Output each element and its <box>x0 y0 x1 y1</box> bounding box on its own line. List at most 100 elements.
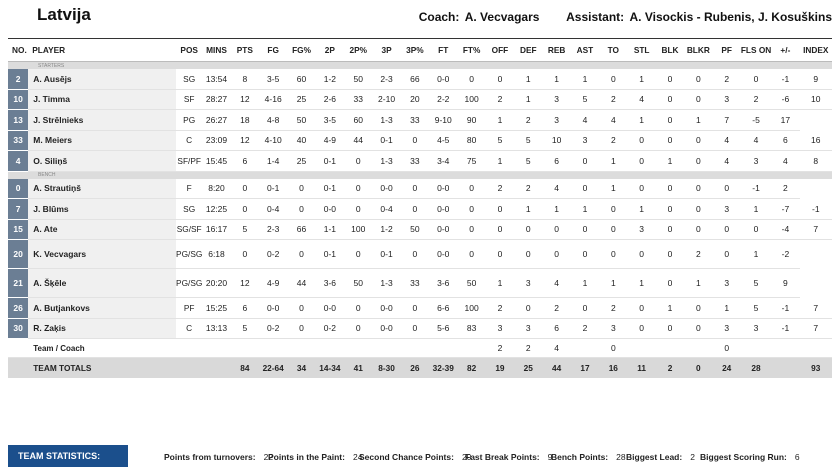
player-name[interactable]: A. Šķēle <box>28 268 177 298</box>
stat-cell: 1 <box>599 150 628 172</box>
player-row[interactable]: 7 J. Blūms SG 12:25 0 0-4 0 0-0 0 0-4 0 0-0 0 0 1 1 1 0 1 0… <box>8 198 832 220</box>
stat-cell: 50 <box>344 268 373 298</box>
player-row[interactable]: 4 O. Siliņš SF/PF 15:45 6 1-4 25 0-1 0 1-3 33 3-4 75… <box>8 150 832 172</box>
player-name[interactable]: J. Timma <box>28 89 177 110</box>
stat-cell: 1 <box>570 198 600 220</box>
stat-cell <box>799 338 832 358</box>
player-name[interactable]: M. Meiers <box>28 130 177 151</box>
player-name[interactable]: A. Ausējs <box>28 69 177 90</box>
player-row[interactable]: 10 J. Timma SF 28:27 12 4-16 25 2-6 33 2-10 20 2-2 1… <box>8 89 832 110</box>
total-cell: 22-64 <box>259 357 288 378</box>
player-name[interactable]: A. Ate <box>28 219 177 240</box>
stat-cell: 7 <box>712 109 741 131</box>
column-header[interactable]: PLAYER <box>28 38 177 62</box>
column-header[interactable]: +/- <box>771 38 800 62</box>
stat-cell: 0 <box>655 268 685 298</box>
player-name[interactable]: J. Blūms <box>28 198 177 220</box>
column-header[interactable]: FLS ON <box>740 38 772 62</box>
stat-cell: 0 <box>684 69 713 90</box>
stat-cell: 9 <box>799 69 832 90</box>
column-header[interactable]: FT <box>429 38 458 62</box>
column-header[interactable]: AST <box>570 38 600 62</box>
stat-cell: 33 <box>400 150 430 172</box>
column-header[interactable]: FT% <box>457 38 486 62</box>
stat-cell: 0 <box>599 219 628 240</box>
column-header[interactable]: 3P% <box>400 38 430 62</box>
assistant-label: Assistant: <box>566 10 625 24</box>
stat-cell: 3 <box>542 109 571 131</box>
stat-cell: 0 <box>400 198 430 220</box>
stat-cell: 2 <box>570 318 600 339</box>
stat-cell: 0-0 <box>429 198 458 220</box>
column-header[interactable]: PTS <box>230 38 260 62</box>
stat-cell <box>372 338 401 358</box>
stat-cell: 66 <box>400 69 430 90</box>
stat-cell: 0 <box>485 219 515 240</box>
column-header[interactable]: 3P <box>372 38 401 62</box>
stat-cell: 3-5 <box>259 69 288 90</box>
stat-cell <box>344 338 373 358</box>
player-row[interactable]: 33 M. Meiers C 23:09 12 4-10 40 4-9 44 0-1 0 4-5 80 5… <box>8 130 832 151</box>
player-row[interactable]: 13 J. Strēlnieks PG 26:27 18 4-8 50 3-5 60 1-3 33 9… <box>8 109 832 131</box>
column-header[interactable]: POS <box>176 38 203 62</box>
column-header[interactable]: TO <box>599 38 628 62</box>
assistant-name: A. Visockis - Rubenis, J. Kosuškins <box>629 10 832 24</box>
player-name[interactable]: A. Strautiņš <box>28 178 177 199</box>
stat-cell: 1-3 <box>372 150 401 172</box>
column-header[interactable]: BLK <box>655 38 685 62</box>
stat-cell: 26:27 <box>202 109 231 131</box>
column-header[interactable]: OFF <box>485 38 515 62</box>
player-name[interactable]: A. Butjankovs <box>28 297 177 319</box>
column-header[interactable]: PF <box>712 38 741 62</box>
player-row[interactable]: 0 A. Strautiņš F 8:20 0 0-1 0 0-1 0 0-0 0 0-0 0 2 2 4 0 1… <box>8 178 832 199</box>
column-header[interactable]: REB <box>542 38 571 62</box>
team-title: Latvija <box>37 5 91 24</box>
stat-cell <box>771 338 800 358</box>
stat-cell: 0 <box>485 198 515 220</box>
column-header[interactable]: 2P% <box>344 38 373 62</box>
player-row[interactable]: 21 A. Šķēle PG/SG 20:20 12 4-9 44 3-6 50 1-3 33 3-6… <box>8 268 832 298</box>
player-name[interactable]: O. Siliņš <box>28 150 177 172</box>
player-name[interactable]: R. Zaķis <box>28 318 177 339</box>
player-row[interactable]: 2 A. Ausējs SG 13:54 8 3-5 60 1-2 50 2-3 66 0-0 0 0 1 1… <box>8 69 832 90</box>
stat-cell: 0 <box>655 89 685 110</box>
player-row[interactable]: 15 A. Ate SG/SF 16:17 5 2-3 66 1-1 100 1-2 50 0-0 0 0… <box>8 219 832 240</box>
column-header[interactable]: FG <box>259 38 288 62</box>
stat-cell: 0-0 <box>372 318 401 339</box>
stat-cell: 50 <box>457 268 486 298</box>
stat-cell: 0 <box>570 239 600 269</box>
column-header[interactable]: MINS <box>202 38 231 62</box>
stat-cell: 0 <box>627 178 656 199</box>
stat-cell: 0 <box>457 198 486 220</box>
stat-cell: 0 <box>287 318 316 339</box>
stat-cell: 1 <box>627 268 656 298</box>
stat-cell: 0 <box>457 69 486 90</box>
column-header[interactable]: INDEX <box>799 38 832 62</box>
stat-cell: 100 <box>344 219 373 240</box>
column-header[interactable]: 2P <box>315 38 345 62</box>
stat-cell: 1 <box>485 268 515 298</box>
stat-cell: 0 <box>485 239 515 269</box>
player-row[interactable]: 20 K. Vecvagars PG/SG 6:18 0 0-2 0 0-1 0 0-1 0 0-0 0… <box>8 239 832 269</box>
column-header[interactable]: NO. <box>8 38 29 62</box>
player-row[interactable]: 26 A. Butjankovs PF 15:25 6 0-0 0 0-0 0 0-0 0 6-6 10… <box>8 297 832 319</box>
team-totals-label: TEAM TOTALS <box>28 357 177 378</box>
header-bar: Latvija Coach: A. Vecvagars Assistant: A… <box>0 0 840 36</box>
stat-cell <box>429 338 458 358</box>
player-position: SF <box>176 89 203 110</box>
stat-cell: 4-16 <box>259 89 288 110</box>
player-name[interactable]: K. Vecvagars <box>28 239 177 269</box>
column-header[interactable]: FG% <box>287 38 316 62</box>
player-name[interactable]: J. Strēlnieks <box>28 109 177 131</box>
column-header[interactable]: BLKR <box>684 38 713 62</box>
stat-cell: 0 <box>627 150 656 172</box>
team-stat-item: Bench Points: 28 <box>551 452 626 462</box>
stat-cell: 75 <box>457 150 486 172</box>
team-statistics-bar: TEAM STATISTICS: Points from turnovers: 2… <box>8 445 832 467</box>
stat-cell: 1 <box>684 268 713 298</box>
player-row[interactable]: 30 R. Zaķis C 13:13 5 0-2 0 0-2 0 0-0 0 5-6 83 3 3 6 2 3 0… <box>8 318 832 339</box>
stat-cell: 4 <box>712 150 741 172</box>
column-header[interactable]: STL <box>627 38 656 62</box>
column-header[interactable]: DEF <box>514 38 543 62</box>
player-number: 7 <box>8 198 29 220</box>
